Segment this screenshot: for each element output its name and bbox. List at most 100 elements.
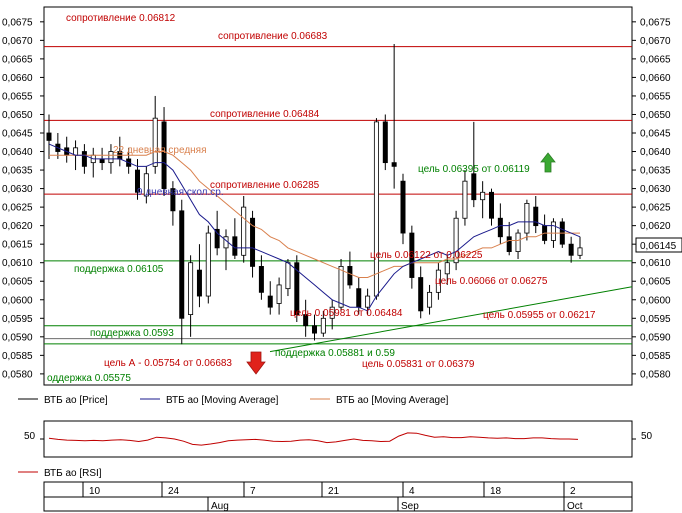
y-tick-label-right: 0,0630	[640, 184, 671, 195]
y-tick-label-left: 0,0620	[2, 221, 33, 232]
moving-averages	[48, 143, 581, 312]
legend: ВТБ ао [Price] ВТБ ао [Moving Average] В…	[18, 395, 449, 479]
y-tick-label-left: 0,0585	[2, 351, 33, 362]
candle-body	[285, 262, 291, 290]
candle-body	[134, 169, 140, 193]
y-tick-label-left: 0,0610	[2, 258, 33, 269]
candle-body	[214, 228, 220, 249]
legend-price: ВТБ ао [Price]	[44, 395, 108, 406]
y-tick-label-right: 0,0625	[640, 203, 671, 214]
annotation-label: цель 0.06066 от 0.06275	[435, 276, 548, 287]
x-tick-label: 24	[168, 486, 180, 497]
candle-body	[46, 132, 52, 141]
y-tick-label-left: 0,0645	[2, 129, 33, 140]
candle-body	[480, 191, 486, 201]
y-tick-label-left: 0,0625	[2, 203, 33, 214]
annotation-label: 22 дневная средняя	[113, 145, 207, 156]
annotation-label: цель 0.05955 от 0.06217	[483, 310, 596, 321]
candle-body	[250, 217, 256, 267]
annotation-label: цель 0.05981 от 0.06484	[290, 308, 403, 319]
candle-body	[347, 266, 353, 286]
y-tick-label-left: 0,0580	[2, 369, 33, 380]
x-month-label: Aug	[211, 501, 229, 512]
candle-body	[524, 203, 530, 234]
candle-body	[418, 277, 424, 312]
y-axis-ticks: 0,0675 0,0675 0,0670 0,0670 0,0665 0,0665 0,06…	[2, 17, 671, 380]
annotation-label: оддержка 0.05575	[47, 373, 131, 384]
price-panel-frame	[43, 6, 633, 386]
rsi-tick-left: 50	[24, 431, 36, 442]
legend-ma22: ВТБ ао [Moving Average]	[336, 395, 449, 406]
y-tick-label-right: 0,0660	[640, 73, 671, 84]
level-label-resistance: сопротивление 0.06285	[210, 180, 320, 191]
y-tick-label-left: 0,0665	[2, 54, 33, 65]
level-label-support: поддержка 0.05881 и 0.59	[275, 348, 395, 359]
uptrend-line	[269, 286, 633, 353]
level-label-support: поддержка 0.0593	[90, 328, 174, 339]
candle-body	[533, 206, 539, 227]
candles	[46, 44, 583, 345]
level-label-support: поддержка 0.06105	[74, 264, 164, 275]
x-tick-label: 2	[570, 486, 576, 497]
y-tick-label-right: 0,0585	[640, 351, 671, 362]
candle-body	[294, 262, 300, 315]
candle-body	[365, 295, 371, 308]
candle-body	[471, 173, 477, 201]
candle-body	[488, 191, 494, 219]
y-tick-label-left: 0,0590	[2, 332, 33, 343]
candle-body	[143, 173, 149, 197]
candle-body	[515, 232, 521, 252]
candle-body	[241, 206, 247, 256]
y-tick-label-right: 0,0665	[640, 54, 671, 65]
y-tick-label-right: 0,0635	[640, 166, 671, 177]
y-tick-label-left: 0,0650	[2, 110, 33, 121]
annotation-label: 9 дневная скол.ср.	[137, 187, 224, 198]
y-tick-label-right: 0,0580	[640, 369, 671, 380]
y-tick-label-left: 0,0670	[2, 36, 33, 47]
candle-body	[320, 317, 326, 334]
level-label-resistance: сопротивление 0.06484	[210, 109, 320, 120]
candle-body	[427, 291, 433, 308]
candle-body	[329, 306, 335, 319]
y-tick-label-left: 0,0635	[2, 166, 33, 177]
candle-body	[311, 325, 317, 334]
y-tick-label-left: 0,0600	[2, 295, 33, 306]
x-tick-label: 4	[409, 486, 415, 497]
y-tick-label-right: 0,0605	[640, 277, 671, 288]
x-tick-label: 18	[490, 486, 502, 497]
ma9-line	[48, 143, 581, 312]
candle-body	[506, 236, 512, 252]
y-tick-label-left: 0,0640	[2, 147, 33, 158]
candle-body	[462, 180, 468, 219]
green-up-arrow	[540, 152, 556, 173]
candle-body	[196, 269, 202, 297]
y-tick-label-left: 0,0675	[2, 17, 33, 28]
y-tick-label-right: 0,0670	[640, 36, 671, 47]
candle-body	[568, 243, 574, 256]
candle-body	[338, 266, 344, 308]
candle-body	[258, 266, 264, 293]
red-down-arrow	[246, 351, 266, 375]
candle-body	[409, 232, 415, 278]
candle-body	[550, 221, 556, 241]
candle-body	[188, 262, 194, 315]
annotations: сопротивление 0.06812 22 дневная средняя 9…	[47, 13, 596, 384]
y-tick-label-right: 0,0610	[640, 258, 671, 269]
candle-body	[444, 262, 450, 275]
level-lines: сопротивление 0.06683 сопротивление 0.064…	[44, 31, 632, 359]
candle-body	[152, 117, 158, 167]
annotation-label: цель А - 0.05754 от 0.06683	[104, 358, 232, 369]
annotation-label: сопротивление 0.06812	[66, 13, 176, 24]
candle-body	[356, 288, 362, 308]
rsi-line	[48, 432, 579, 446]
legend-rsi: ВТБ ао [RSI]	[44, 468, 102, 479]
candle-body	[170, 188, 176, 212]
candle-body	[179, 210, 185, 319]
y-tick-label-right: 0,0595	[640, 314, 671, 325]
candle-body	[577, 247, 583, 256]
legend-ma9: ВТБ ао [Moving Average]	[166, 395, 279, 406]
x-tick-label: 10	[89, 486, 101, 497]
candle-body	[232, 236, 238, 256]
y-tick-label-left: 0,0655	[2, 91, 33, 102]
ma22-line	[49, 151, 580, 278]
